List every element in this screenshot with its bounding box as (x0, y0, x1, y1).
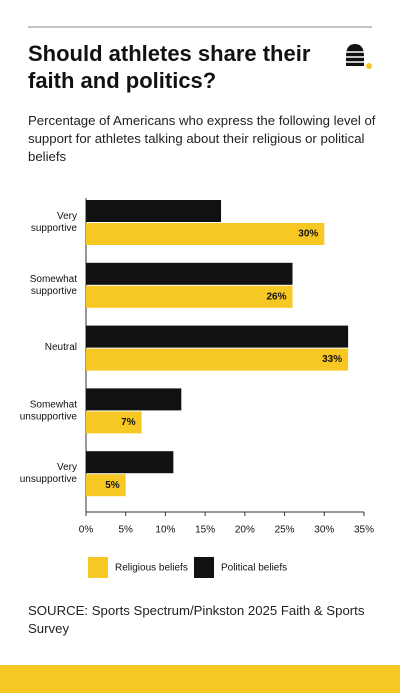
x-tick-label: 15% (195, 525, 215, 536)
chart-title: Should athletes share their faith and po… (28, 41, 311, 93)
bar (86, 325, 349, 348)
legend-label: Political beliefs (221, 563, 287, 574)
bar (86, 223, 325, 245)
category-label: Very unsupportive (20, 462, 78, 485)
x-tick-label: 30% (314, 525, 334, 536)
legend-swatch (194, 557, 214, 578)
legend-label: Religious beliefs (115, 563, 188, 574)
x-tick-label: 25% (275, 525, 295, 536)
source: SOURCE: Sports Spectrum/Pinkston 2025 Fa… (28, 603, 365, 636)
value-label: 26% (266, 291, 286, 302)
value-label: 33% (322, 331, 342, 342)
value-label: 7% (121, 417, 136, 428)
value-label: 26% (266, 268, 286, 279)
bar (86, 285, 293, 308)
value-label: 12% (155, 394, 175, 405)
bar (86, 411, 142, 434)
value-label: 17% (195, 206, 215, 217)
bar (86, 388, 182, 411)
category-label: Very supportive (31, 211, 78, 234)
x-tick-label: 35% (354, 525, 374, 536)
category-label: Somewhat supportive (30, 273, 78, 296)
footer-band (0, 665, 400, 693)
value-label: 30% (298, 229, 318, 240)
logo (345, 44, 372, 69)
value-label: 5% (105, 480, 120, 491)
x-tick-label: 20% (235, 525, 255, 536)
category-label: Somewhat unsupportive (20, 399, 78, 422)
bar (86, 451, 174, 474)
value-label: 33% (322, 354, 342, 365)
chart-subtitle: Percentage of Americans who express the … (28, 113, 376, 164)
x-tick-label: 10% (155, 525, 175, 536)
bar (86, 200, 222, 222)
x-tick-label: 0% (79, 525, 94, 536)
bar (86, 348, 349, 371)
value-label: 11% (148, 457, 168, 468)
legend-swatch (88, 557, 108, 578)
bar (86, 262, 293, 285)
x-tick-label: 5% (118, 525, 133, 536)
bar (86, 474, 126, 497)
category-label: Neutral (45, 342, 77, 353)
